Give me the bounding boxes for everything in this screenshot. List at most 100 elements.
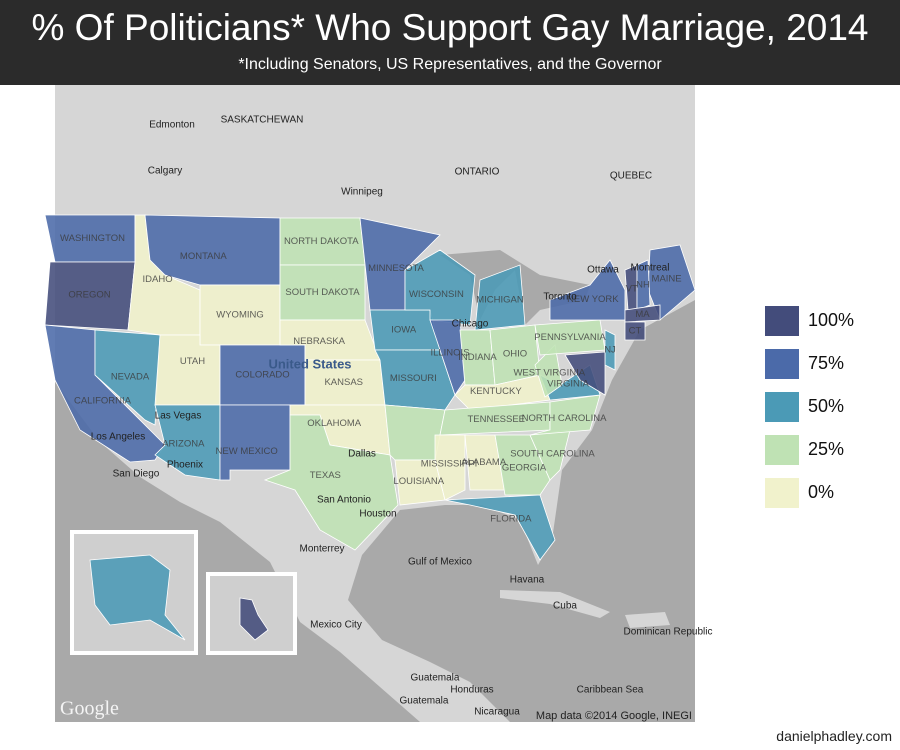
state [263,414,399,551]
state-label: ARIZONA [162,439,205,450]
state-label: COLORADO [235,370,289,381]
place-label: QUEBEC [610,171,652,182]
state-label: NH [636,280,650,291]
state-label: MISSOURI [390,373,437,384]
state-label: IOWA [391,325,417,336]
place-label: Las Vegas [155,411,202,422]
place-label: ONTARIO [455,167,500,178]
place-label: Phoenix [167,460,203,471]
legend-label: 50% [808,396,844,416]
state-label: OREGON [68,289,110,300]
state-label: INDIANA [458,352,497,363]
state-label: KANSAS [324,377,363,388]
source: danielphadley.com [776,728,892,744]
state-label: NEBRASKA [293,336,345,347]
state-label: IDAHO [143,274,173,285]
state-label: ILLINOIS [430,348,469,359]
state-label: CALIFORNIA [74,395,132,406]
state-label: TEXAS [310,470,341,481]
state [564,351,606,396]
place-label: Monterrey [299,544,344,555]
place-label: Cuba [553,601,577,612]
state-label: WASHINGTON [60,233,125,244]
place-label: Ottawa [587,265,619,276]
state-label: CT [629,326,642,337]
place-label: Caribbean Sea [577,685,644,696]
place-label: Winnipeg [341,187,383,198]
state-label: NJ [604,345,616,356]
legend-swatch [765,392,799,422]
place-label: Havana [510,575,545,586]
state-label: NEW MEXICO [216,446,278,457]
state-label: VIRGINIA [547,379,589,390]
places: Edmonton SASKATCHEWAN Calgary Winnipeg ONTAR… [91,115,713,718]
place-label: Los Angeles [91,432,146,443]
state-label: NORTH DAKOTA [284,236,359,247]
place-label: SASKATCHEWAN [221,115,304,126]
title: % Of Politicians* Who Support Gay Marria… [31,7,869,48]
legend-swatch [765,349,799,379]
header: % Of Politicians* Who Support Gay Marria… [0,0,900,85]
place-label: San Antonio [317,495,371,506]
states: WASHINGTON OREGON CALIFORNIA NEVADA IDAHO MON… [44,214,696,561]
state-label: WEST VIRGINIA [513,368,585,379]
place-label: Toronto [543,292,577,303]
state-label: LOUISIANA [393,476,444,487]
state-label: UTAH [180,356,205,367]
place-label: Houston [359,509,396,520]
place-label: Guatemala [411,673,460,684]
state-label: KENTUCKY [470,386,522,397]
place-label: Honduras [450,685,493,696]
legend-swatch [765,306,799,336]
state-label: GEORGIA [502,463,547,474]
subtitle: *Including Senators, US Representatives,… [238,56,662,73]
map-logo: Google [60,698,119,720]
state-label: MAINE [652,274,682,285]
state [434,434,466,501]
state-label: SOUTH CAROLINA [510,448,595,459]
insets [89,554,269,641]
state-label: WISCONSIN [409,289,464,300]
state-label: MINNESOTA [368,263,424,274]
place-label: United States [268,356,351,371]
state-label: MA [635,309,650,320]
state-label: MISSISSIPPI [421,459,478,470]
place-label: Gulf of Mexico [408,557,472,568]
legend-label: 75% [808,353,844,373]
place-label: Dallas [348,449,376,460]
state [239,597,269,641]
state [444,494,556,561]
state [636,259,651,311]
state-label: FLORIDA [490,514,532,525]
legend-label: 25% [808,439,844,459]
state-label: NEVADA [111,372,150,383]
state [219,404,291,481]
state-label: VT [626,283,638,294]
place-label: Calgary [148,166,182,177]
state-label: NEW YORK [567,294,619,305]
legend: 100% 75% 50% 25% 0% [765,306,854,508]
state-label: WYOMING [216,310,264,321]
state [624,304,661,323]
state-label: OHIO [503,348,527,359]
state [154,334,221,406]
state-label: TENNESSEE [467,414,525,425]
legend-swatch [765,435,799,465]
state-label: MICHIGAN [476,295,524,306]
state [549,259,626,321]
state [94,329,161,426]
place-label: Mexico City [310,620,362,631]
place-label: Chicago [452,319,489,330]
map-attribution: Map data ©2014 Google, INEGI [536,710,692,722]
state-label: MONTANA [180,251,227,262]
place-label: Edmonton [149,120,195,131]
hispaniola [625,612,670,628]
legend-label: 100% [808,310,854,330]
state [624,321,646,341]
cuba [500,590,610,618]
place-label: Montreal [631,263,670,274]
state-label: ALABAMA [461,457,507,468]
state-label: OKLAHOMA [307,418,362,429]
